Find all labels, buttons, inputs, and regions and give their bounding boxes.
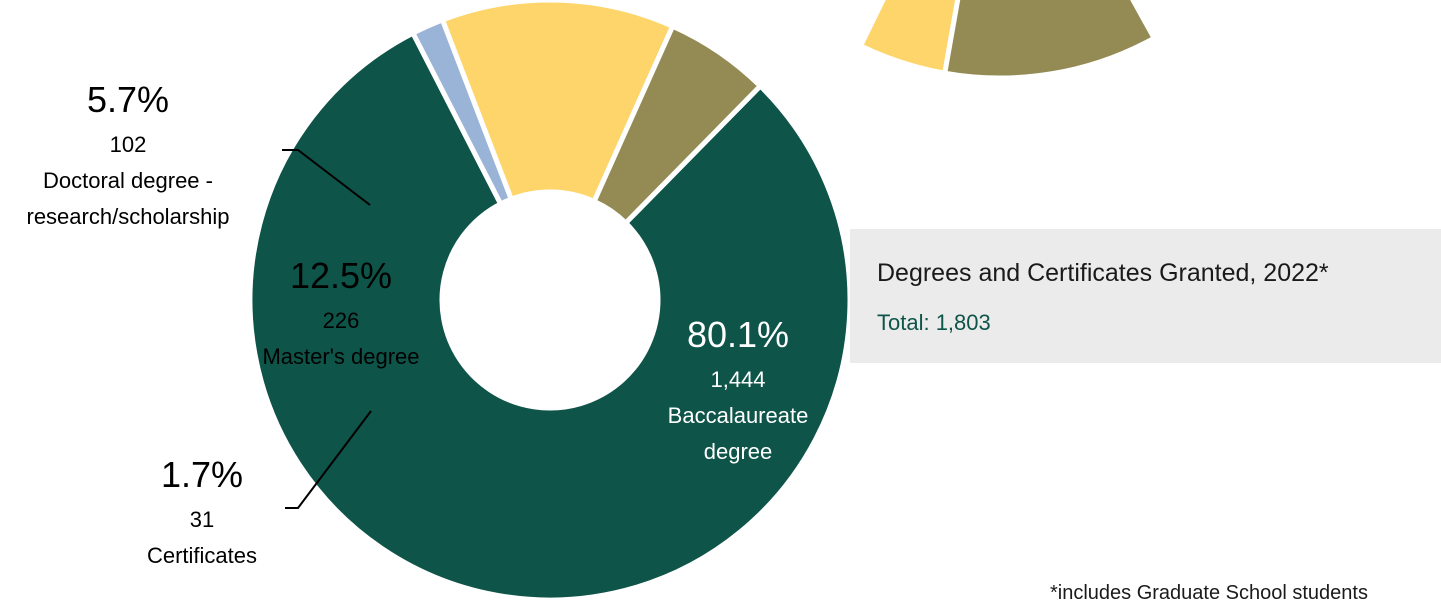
data-label-certificates-count: 31: [190, 507, 214, 532]
data-label-certificates-percent: 1.7%: [161, 454, 243, 495]
leader-line-certificates: [285, 410, 372, 509]
partial-donut-slice-1: [857, 0, 961, 77]
partial-donut-top: [857, 0, 1158, 81]
data-label-baccalaureate-name-2: degree: [704, 439, 773, 464]
data-label-certificates-name: Certificates: [147, 543, 257, 568]
leader-lines: [282, 149, 372, 509]
data-label-baccalaureate-percent: 80.1%: [687, 314, 789, 355]
data-label-masters-name: Master's degree: [262, 344, 419, 369]
data-label-masters-percent: 12.5%: [290, 255, 392, 296]
data-label-doctoral-name-2: research/scholarship: [27, 204, 230, 229]
data-label-baccalaureate-name-1: Baccalaureate: [668, 403, 809, 428]
leader-line-doctoral: [282, 149, 371, 206]
data-label-baccalaureate-count: 1,444: [710, 367, 765, 392]
partial-donut-slice-2: [941, 0, 1158, 81]
degrees-donut: [247, 0, 853, 599]
data-label-doctoral-count: 102: [110, 132, 147, 157]
slice-baccalaureate-degree: [247, 29, 853, 599]
data-label-doctoral-percent: 5.7%: [87, 79, 169, 120]
footnote: *includes Graduate School students: [1050, 582, 1368, 604]
chart-total: Total: 1,803: [877, 310, 991, 335]
chart-title: Degrees and Certificates Granted, 2022*: [877, 259, 1329, 287]
slice-doctoral-degree-research-scholarship: [590, 22, 764, 227]
data-label-masters-count: 226: [323, 308, 360, 333]
data-label-doctoral-name-1: Doctoral degree -: [43, 168, 213, 193]
chart-title-box: Degrees and Certificates Granted, 2022* …: [850, 229, 1441, 363]
